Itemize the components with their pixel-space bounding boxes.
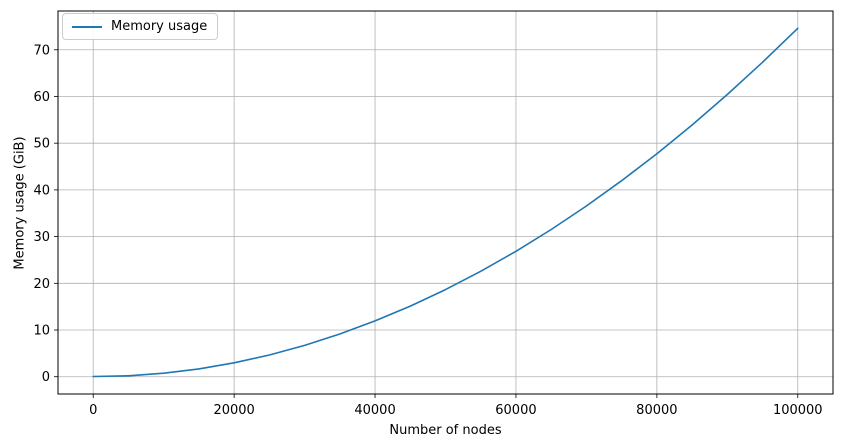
y-tick-label: 30 [33, 230, 50, 245]
legend-label: Memory usage [111, 19, 208, 34]
x-tick-label: 80000 [636, 403, 677, 418]
y-tick-label: 40 [33, 183, 50, 198]
y-tick-label: 50 [33, 137, 50, 152]
x-axis-label: Number of nodes [389, 423, 502, 438]
x-tick-label: 100000 [773, 403, 823, 418]
legend-line-sample-icon [72, 25, 102, 28]
y-axis-label: Memory usage (GiB) [12, 136, 27, 270]
x-tick-label: 0 [89, 403, 97, 418]
y-tick-label: 10 [33, 324, 50, 339]
y-tick-label: 0 [42, 370, 50, 385]
x-tick-label: 60000 [495, 403, 536, 418]
memory-usage-line-series [92, 27, 799, 378]
x-tick-label: 40000 [354, 403, 395, 418]
legend: Memory usage [62, 13, 219, 40]
y-tick-label: 70 [33, 43, 50, 58]
y-tick-label: 60 [33, 90, 50, 105]
y-tick-label: 20 [33, 277, 50, 292]
axes-spines [57, 10, 834, 395]
x-tick-label: 20000 [213, 403, 254, 418]
